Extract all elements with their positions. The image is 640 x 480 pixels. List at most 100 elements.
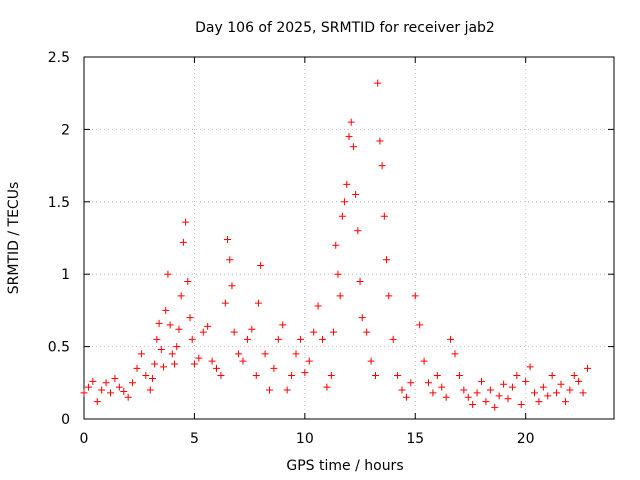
data-point bbox=[425, 379, 432, 387]
data-point bbox=[221, 299, 229, 307]
data-point bbox=[442, 393, 450, 401]
data-point bbox=[199, 328, 207, 336]
data-point bbox=[347, 118, 355, 126]
x-tick-label: 5 bbox=[190, 431, 199, 447]
data-point bbox=[584, 364, 591, 372]
data-point bbox=[429, 389, 437, 397]
data-point bbox=[332, 241, 340, 249]
data-point bbox=[345, 133, 353, 141]
data-point bbox=[177, 292, 185, 300]
data-point bbox=[460, 386, 468, 394]
data-point bbox=[305, 357, 313, 365]
data-point bbox=[319, 335, 326, 343]
data-point bbox=[204, 322, 212, 330]
data-point bbox=[570, 372, 578, 380]
data-point bbox=[230, 328, 238, 336]
data-point bbox=[301, 369, 309, 377]
x-axis-label: GPS time / hours bbox=[286, 458, 403, 474]
data-point bbox=[266, 386, 273, 394]
y-tick-label: 0 bbox=[61, 412, 70, 428]
data-point bbox=[464, 393, 472, 401]
data-point bbox=[179, 238, 187, 246]
data-point bbox=[314, 302, 322, 310]
data-point bbox=[111, 374, 119, 382]
data-point bbox=[548, 372, 556, 380]
y-axis-label: SRMTID / TECUs bbox=[6, 182, 22, 295]
data-point bbox=[80, 389, 88, 397]
data-point bbox=[553, 389, 561, 397]
data-point bbox=[356, 277, 364, 285]
data-point bbox=[171, 360, 179, 368]
data-point bbox=[522, 377, 530, 385]
data-point bbox=[358, 314, 366, 322]
data-point bbox=[539, 383, 547, 391]
data-point bbox=[168, 350, 176, 358]
data-point bbox=[157, 345, 165, 353]
data-point bbox=[288, 372, 296, 380]
data-point bbox=[142, 372, 150, 380]
data-point bbox=[338, 212, 346, 220]
data-point bbox=[336, 292, 344, 300]
data-point bbox=[153, 335, 161, 343]
data-point bbox=[129, 379, 137, 387]
data-point bbox=[416, 321, 424, 329]
data-point bbox=[575, 377, 583, 385]
data-point bbox=[151, 360, 159, 368]
y-tick-label: 1.5 bbox=[48, 195, 70, 211]
y-tick-label: 2.5 bbox=[48, 50, 70, 66]
data-point bbox=[195, 354, 203, 362]
data-point bbox=[243, 335, 251, 343]
data-point bbox=[89, 377, 97, 385]
data-point bbox=[162, 306, 170, 314]
data-point bbox=[482, 398, 490, 406]
data-point bbox=[283, 386, 291, 394]
data-point bbox=[279, 321, 287, 329]
data-point bbox=[491, 403, 499, 411]
data-point bbox=[137, 350, 145, 358]
data-point bbox=[349, 143, 357, 151]
data-point bbox=[579, 389, 587, 397]
data-point bbox=[84, 383, 92, 391]
data-point bbox=[380, 212, 388, 220]
data-point bbox=[447, 335, 455, 343]
data-point bbox=[261, 350, 269, 358]
y-tick-label: 1 bbox=[61, 267, 70, 283]
data-point bbox=[478, 377, 485, 385]
data-point bbox=[327, 372, 335, 380]
data-point bbox=[274, 335, 282, 343]
data-point bbox=[407, 379, 415, 387]
data-point bbox=[239, 357, 247, 365]
y-tick-label: 0.5 bbox=[48, 340, 70, 356]
data-point bbox=[385, 292, 393, 300]
data-point bbox=[296, 335, 304, 343]
y-tick-label: 2 bbox=[61, 122, 70, 138]
data-point bbox=[557, 380, 565, 388]
data-point bbox=[188, 335, 196, 343]
data-point bbox=[513, 372, 521, 380]
data-point bbox=[175, 325, 183, 333]
data-point bbox=[107, 389, 114, 397]
data-point bbox=[213, 364, 220, 372]
data-point bbox=[398, 386, 406, 394]
data-point bbox=[270, 364, 278, 372]
plot-border bbox=[83, 56, 615, 420]
data-point bbox=[248, 325, 256, 333]
data-point bbox=[166, 321, 174, 329]
data-point bbox=[451, 350, 459, 358]
data-point bbox=[566, 386, 574, 394]
data-point bbox=[372, 372, 379, 380]
data-point bbox=[420, 357, 428, 365]
data-point bbox=[433, 372, 441, 380]
data-point bbox=[254, 299, 262, 307]
data-point bbox=[544, 392, 552, 400]
data-point bbox=[334, 270, 342, 278]
data-point bbox=[124, 393, 132, 401]
data-point bbox=[376, 137, 384, 145]
data-point bbox=[469, 401, 477, 409]
data-point bbox=[330, 328, 338, 336]
x-tick-label: 10 bbox=[296, 431, 314, 447]
data-point bbox=[438, 383, 446, 391]
data-point bbox=[252, 372, 260, 380]
data-point bbox=[155, 319, 163, 327]
